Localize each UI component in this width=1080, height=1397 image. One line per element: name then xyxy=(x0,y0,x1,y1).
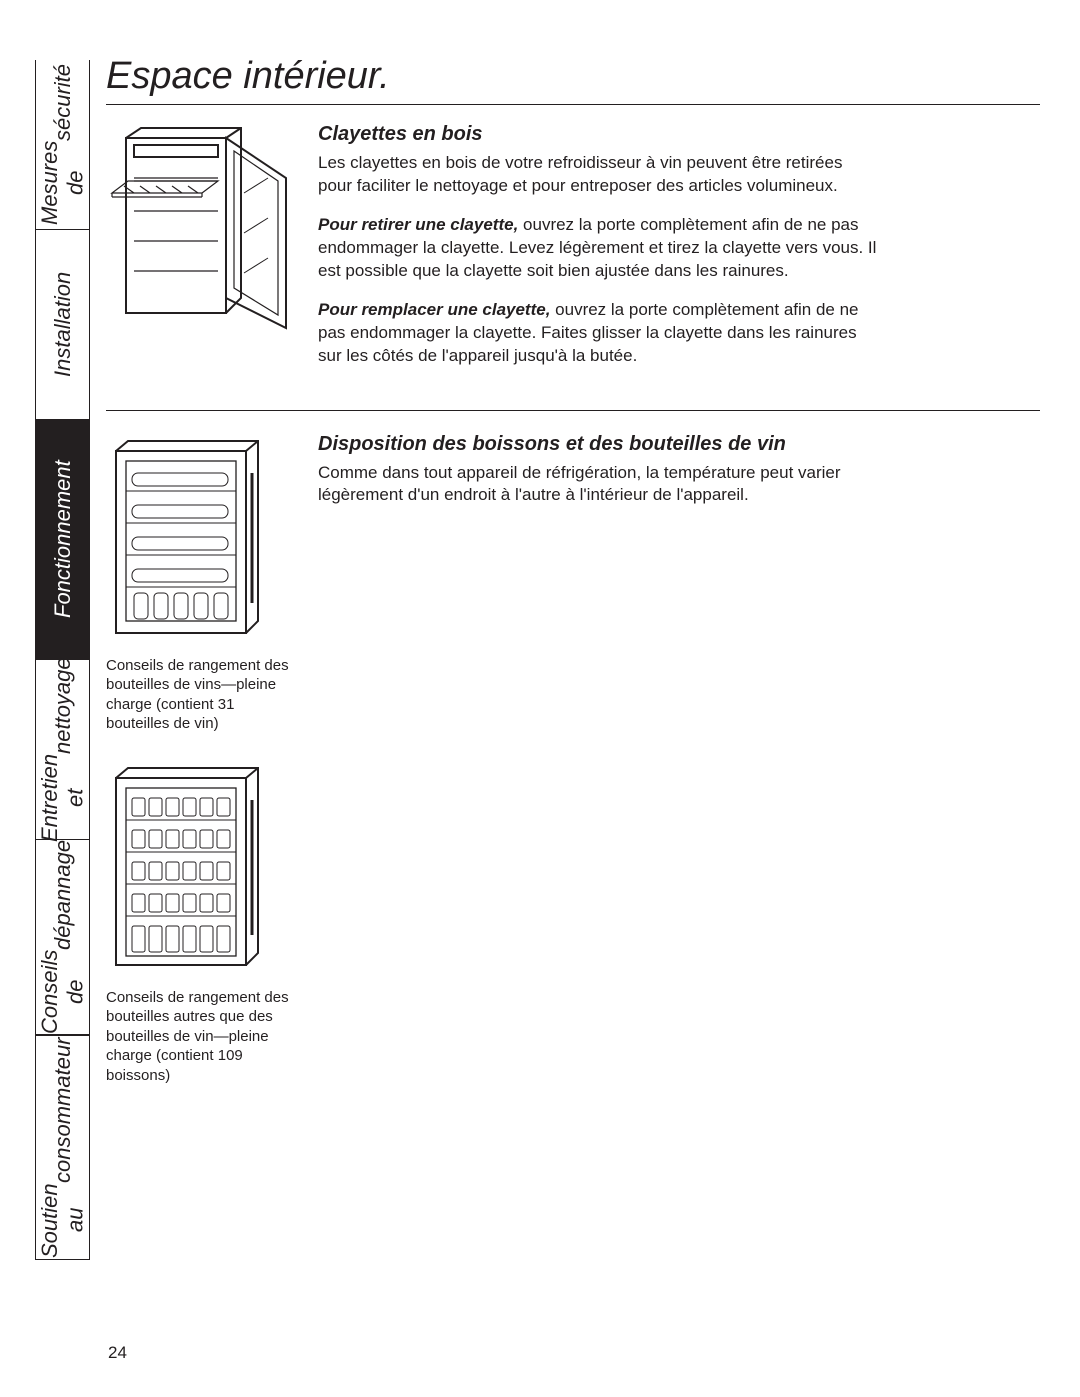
section1-heading: Clayettes en bois xyxy=(318,123,878,146)
section2-p1: Comme dans tout appareil de réfrigératio… xyxy=(318,462,878,508)
p3-lead: Pour remplacer une clayette, xyxy=(318,300,550,319)
tab-3[interactable]: Entretien etnettoyage xyxy=(35,660,90,840)
p2-lead: Pour retirer une clayette, xyxy=(318,215,518,234)
illustration-cans: Conseils de rangement des bouteilles aut… xyxy=(106,760,296,1086)
caption2: Conseils de rangement des bouteilles aut… xyxy=(106,988,296,1086)
beverage-storage-icon xyxy=(106,760,266,980)
section-divider xyxy=(106,410,1040,411)
manual-page: Mesures desécuritéInstallationFonctionne… xyxy=(0,0,1080,1397)
tab-0[interactable]: Mesures desécurité xyxy=(35,60,90,230)
section1-p2: Pour retirer une clayette, ouvrez la por… xyxy=(318,214,878,283)
wine-cooler-open-icon xyxy=(106,123,296,333)
illustration-wine-bottles: Conseils de rangement des bouteilles de … xyxy=(106,433,296,734)
section1-text: Clayettes en bois Les clayettes en bois … xyxy=(318,123,878,384)
section1-p1: Les clayettes en bois de votre refroidis… xyxy=(318,152,878,198)
page-title: Espace intérieur. xyxy=(106,55,1040,105)
section-clayettes: Clayettes en bois Les clayettes en bois … xyxy=(100,123,1040,384)
illustration-open-door xyxy=(106,123,296,384)
side-tabs: Mesures desécuritéInstallationFonctionne… xyxy=(35,60,90,1260)
section-disposition: Conseils de rangement des bouteilles de … xyxy=(100,433,1040,734)
tab-2[interactable]: Fonctionnement xyxy=(35,420,90,660)
section-cans: Conseils de rangement des bouteilles aut… xyxy=(100,760,1040,1086)
tab-5[interactable]: Soutien auconsommateur xyxy=(35,1035,90,1260)
page-number: 24 xyxy=(108,1343,127,1363)
caption1: Conseils de rangement des bouteilles de … xyxy=(106,656,296,734)
tab-4[interactable]: Conseils dedépannage xyxy=(35,840,90,1035)
section2-heading: Disposition des boissons et des bouteill… xyxy=(318,433,878,456)
tab-1[interactable]: Installation xyxy=(35,230,90,420)
wine-storage-icon xyxy=(106,433,266,648)
section1-p3: Pour remplacer une clayette, ouvrez la p… xyxy=(318,299,878,368)
section2-text: Disposition des boissons et des bouteill… xyxy=(318,433,878,734)
